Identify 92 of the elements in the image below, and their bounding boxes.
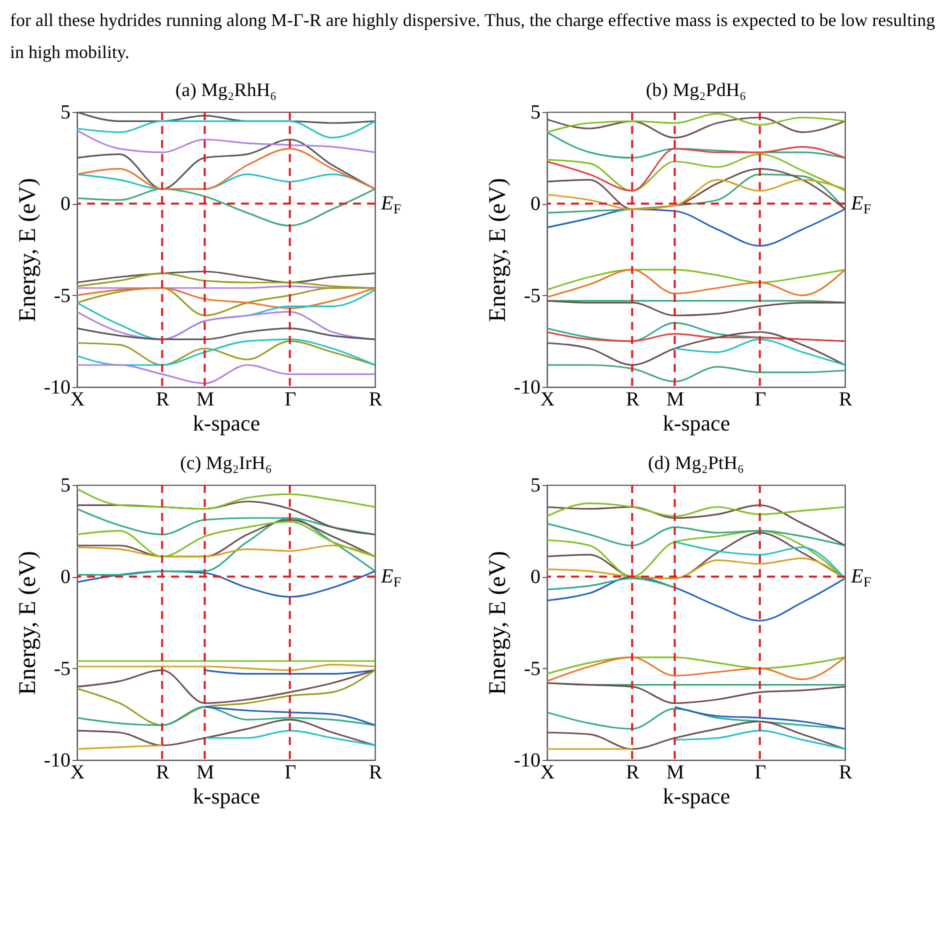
x-tick-label: X xyxy=(540,388,556,410)
line-series xyxy=(77,669,375,726)
line-series xyxy=(547,116,845,138)
line-series xyxy=(547,113,845,133)
line-series xyxy=(547,364,845,382)
chart-title: (b) Mg₂PdH₆ xyxy=(646,80,746,101)
x-axis-title: k-space xyxy=(192,410,260,436)
x-tick-label: R xyxy=(626,388,640,410)
y-axis-title: Energy, E (eV) xyxy=(14,178,41,322)
line-series xyxy=(547,576,845,622)
x-axis-title: k-space xyxy=(662,784,730,808)
y-tick-label: 5 xyxy=(60,474,70,496)
y-tick-label: -10 xyxy=(44,376,70,398)
line-series xyxy=(547,268,845,298)
x-axis-title: k-space xyxy=(662,410,730,436)
line-series xyxy=(77,669,375,704)
y-tick-label: -5 xyxy=(54,658,70,680)
y-axis-title: Energy, E (eV) xyxy=(14,551,41,695)
line-series xyxy=(547,153,845,192)
line-series xyxy=(674,730,845,750)
x-tick-label: M xyxy=(666,388,684,410)
line-series xyxy=(547,331,845,342)
line-series xyxy=(547,504,845,546)
line-series xyxy=(77,544,375,558)
line-series xyxy=(674,541,845,580)
y-tick-label: -10 xyxy=(44,750,70,772)
text: for all these hydrides running along M-Γ-R are highly dispersive. Thus, the charge effective mass is expected to be low resulting in high mobility. xyxy=(10,9,936,64)
y-axis-title: Energy, E (eV) xyxy=(484,551,511,695)
line-series xyxy=(547,656,845,682)
x-tick-label: R xyxy=(626,762,640,784)
line-series xyxy=(77,706,375,726)
line-series xyxy=(77,570,375,598)
y-tick-label: 5 xyxy=(60,102,70,124)
x-tick-label: X xyxy=(540,762,556,784)
x-tick-label: R xyxy=(368,762,383,784)
y-tick-label: -5 xyxy=(524,658,540,680)
line-series xyxy=(547,558,845,580)
line-series xyxy=(547,268,845,291)
x-tick-label: Γ xyxy=(284,388,296,410)
line-series xyxy=(547,146,845,192)
y-tick-label: -10 xyxy=(514,376,540,398)
x-tick-label: M xyxy=(196,762,214,784)
line-series xyxy=(547,720,845,750)
line-series xyxy=(77,148,375,190)
line-series xyxy=(77,130,375,154)
chart-title: (c) Mg₂IrH₆ xyxy=(180,453,272,474)
x-tick-label: R xyxy=(156,388,170,410)
y-tick-label: 0 xyxy=(60,566,70,588)
line-series xyxy=(547,174,845,214)
line-series xyxy=(547,331,845,366)
x-tick-label: X xyxy=(70,762,86,784)
y-axis-title: Energy, E (eV) xyxy=(484,178,511,322)
y-tick-label: 0 xyxy=(60,193,70,216)
x-axis-title: k-space xyxy=(192,784,260,808)
line-series xyxy=(547,300,845,316)
y-tick-label: -5 xyxy=(54,284,70,307)
x-tick-label: R xyxy=(156,762,170,784)
chart-title: (a) Mg₂RhH₆ xyxy=(175,80,277,101)
line-series xyxy=(547,522,845,546)
x-tick-label: R xyxy=(838,762,853,784)
y-tick-label: -10 xyxy=(514,750,540,772)
line-series xyxy=(77,287,375,309)
line-series xyxy=(547,131,845,159)
line-series xyxy=(547,179,845,210)
y-tick-label: 0 xyxy=(530,566,540,588)
line-series xyxy=(77,188,375,226)
y-tick-label: -5 xyxy=(524,284,540,307)
x-tick-label: R xyxy=(368,388,383,410)
y-tick-label: 5 xyxy=(530,102,540,124)
x-tick-label: M xyxy=(196,388,214,410)
line-series xyxy=(674,338,845,366)
line-series xyxy=(77,311,375,340)
line-series xyxy=(547,502,845,517)
y-tick-label: 5 xyxy=(530,474,540,496)
line-series xyxy=(77,488,375,510)
line-series xyxy=(674,706,845,730)
x-tick-label: Γ xyxy=(754,388,766,410)
x-tick-label: Γ xyxy=(284,762,296,784)
line-series xyxy=(547,578,676,590)
line-series xyxy=(547,708,845,730)
chart-title: (d) Mg₂PtH₆ xyxy=(648,453,744,474)
line-series xyxy=(204,706,375,726)
x-tick-label: M xyxy=(666,762,684,784)
line-series xyxy=(77,120,375,138)
line-series xyxy=(547,208,845,247)
x-tick-label: Γ xyxy=(754,762,766,784)
x-tick-label: R xyxy=(838,388,853,410)
x-tick-label: X xyxy=(70,388,86,410)
line-series xyxy=(77,718,375,746)
line-series xyxy=(547,682,845,704)
y-tick-label: 0 xyxy=(530,193,540,216)
line-series xyxy=(547,656,845,675)
